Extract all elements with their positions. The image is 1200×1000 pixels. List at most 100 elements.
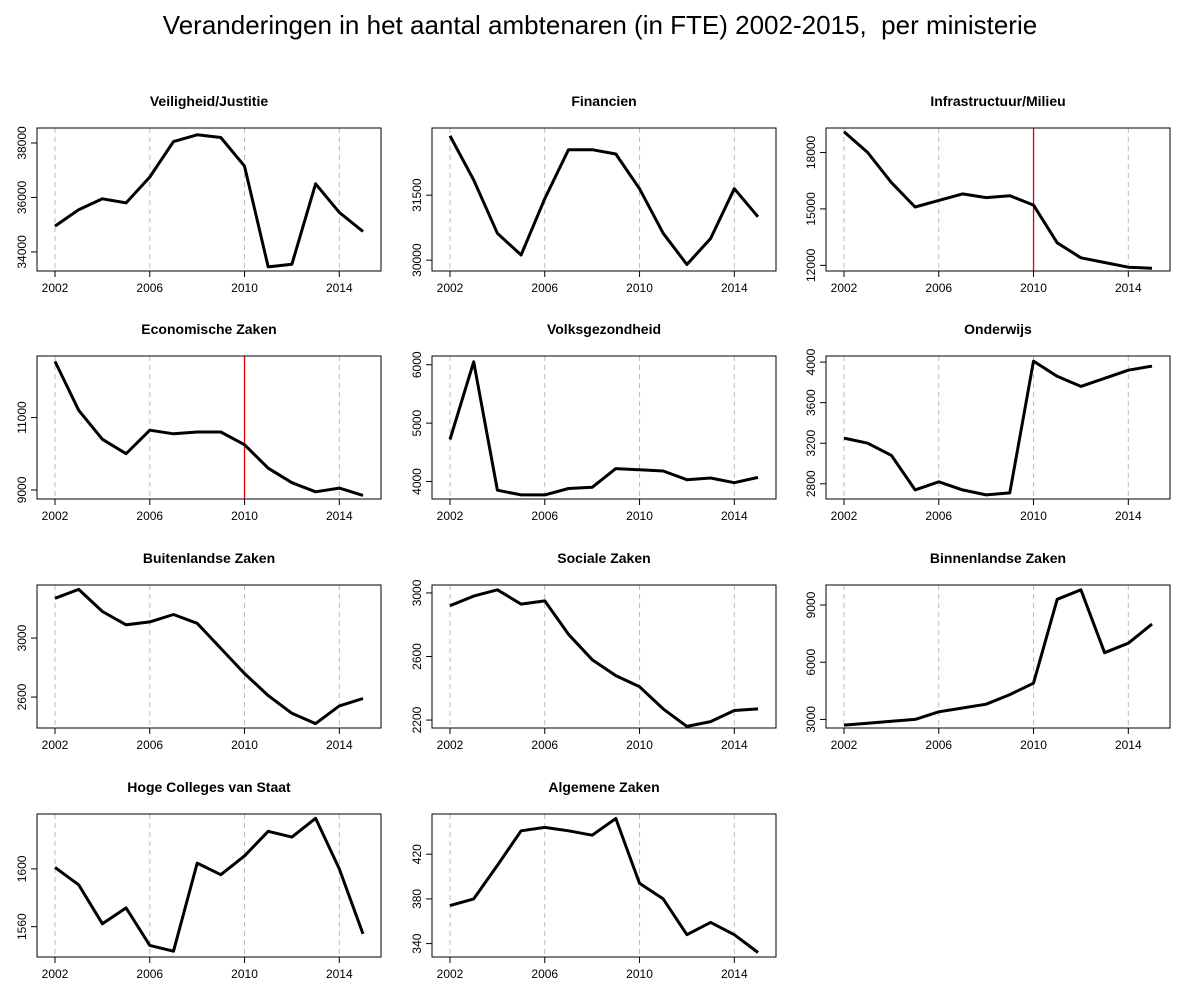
data-point	[1056, 375, 1059, 378]
data-point	[125, 906, 128, 909]
panel-1: Veiligheid/Justitie 2002 2006 2010 2014 34000…	[15, 93, 382, 295]
data-point	[496, 489, 499, 492]
data-point	[662, 232, 665, 235]
data-point	[101, 610, 104, 613]
data-point	[1151, 267, 1154, 270]
y-tick-label: 4000	[410, 468, 424, 495]
x-tick-label: 2010	[1020, 509, 1047, 523]
data-point	[843, 724, 846, 727]
x-tick-label: 2014	[326, 509, 353, 523]
panel-6: Onderwijs 2002 2006 2010 2014 2800 3200 3600 400…	[804, 321, 1171, 523]
data-point	[1103, 261, 1106, 264]
data-point	[961, 192, 964, 195]
x-tick-label: 2006	[136, 967, 163, 981]
data-point	[77, 883, 80, 886]
panel-title: Infrastructuur/Milieu	[930, 93, 1065, 109]
y-tick-label: 36000	[15, 180, 29, 214]
data-point	[472, 360, 475, 363]
data-point	[338, 487, 341, 490]
y-tick-label: 9000	[15, 476, 29, 503]
data-point	[243, 854, 246, 857]
y-tick-label: 3000	[410, 579, 424, 606]
data-point	[449, 438, 452, 441]
plot-frame	[431, 813, 777, 958]
data-point	[843, 437, 846, 440]
plot-frame	[36, 355, 382, 500]
data-point	[685, 725, 688, 728]
data-point	[314, 722, 317, 725]
data-point	[54, 225, 57, 228]
data-point	[1079, 588, 1082, 591]
data-point	[362, 932, 365, 935]
data-point	[890, 181, 893, 184]
data-point	[866, 151, 869, 154]
data-point	[567, 829, 570, 832]
data-point	[1008, 491, 1011, 494]
data-point	[985, 703, 988, 706]
y-tick-label: 2800	[804, 470, 818, 497]
x-tick-label: 2002	[42, 281, 69, 295]
data-point	[472, 897, 475, 900]
data-point	[733, 933, 736, 936]
data-point	[267, 467, 270, 470]
panel-7: Buitenlandse Zaken 2002 2006 2010 2014 2600 30…	[15, 550, 382, 752]
data-point	[662, 897, 665, 900]
data-point	[219, 873, 222, 876]
data-point	[1151, 623, 1154, 626]
series-line	[843, 588, 1153, 727]
plot-frame	[431, 355, 777, 500]
data-point	[543, 599, 546, 602]
y-tick-label: 12000	[804, 248, 818, 282]
y-tick-label: 1560	[15, 913, 29, 940]
x-tick-label: 2014	[1115, 281, 1142, 295]
data-point	[449, 604, 452, 607]
data-point	[1151, 365, 1154, 368]
data-point	[290, 481, 293, 484]
panel-4: Economische Zaken 2002 2006 2010 2014 9000 110…	[15, 321, 382, 523]
x-tick-label: 2006	[136, 281, 163, 295]
data-point	[496, 588, 499, 591]
data-point	[54, 360, 57, 363]
series-line	[54, 816, 365, 953]
x-tick-label: 2010	[231, 967, 258, 981]
data-point	[290, 836, 293, 839]
x-tick-label: 2010	[626, 738, 653, 752]
plot-frame	[825, 355, 1171, 500]
data-point	[985, 196, 988, 199]
data-point	[520, 829, 523, 832]
data-point	[243, 165, 246, 168]
data-point	[338, 867, 341, 870]
data-point	[591, 658, 594, 661]
y-tick-label: 11000	[15, 401, 29, 434]
data-point	[1056, 241, 1059, 244]
data-point	[219, 136, 222, 139]
panel-title: Algemene Zaken	[548, 779, 659, 795]
x-tick-label: 2014	[721, 509, 748, 523]
data-point	[1032, 360, 1035, 363]
x-tick-label: 2006	[531, 967, 558, 981]
panel-title: Volksgezondheid	[547, 321, 661, 337]
x-tick-label: 2002	[42, 967, 69, 981]
data-point	[362, 494, 365, 497]
series-line	[449, 817, 759, 954]
data-point	[662, 469, 665, 472]
y-tick-label: 420	[410, 844, 424, 864]
data-point	[362, 697, 365, 700]
x-tick-label: 2006	[531, 738, 558, 752]
x-tick-label: 2002	[437, 967, 464, 981]
data-point	[685, 478, 688, 481]
x-tick-label: 2010	[231, 738, 258, 752]
y-tick-label: 6000	[804, 649, 818, 676]
data-point	[614, 674, 617, 677]
data-point	[267, 265, 270, 268]
data-point	[125, 201, 128, 204]
data-point	[638, 685, 641, 688]
data-point	[591, 486, 594, 489]
x-tick-label: 2006	[531, 281, 558, 295]
series-line	[54, 587, 364, 726]
data-point	[243, 443, 246, 446]
x-tick-label: 2014	[721, 281, 748, 295]
x-tick-label: 2002	[437, 738, 464, 752]
panel-title: Binnenlandse Zaken	[930, 550, 1066, 566]
